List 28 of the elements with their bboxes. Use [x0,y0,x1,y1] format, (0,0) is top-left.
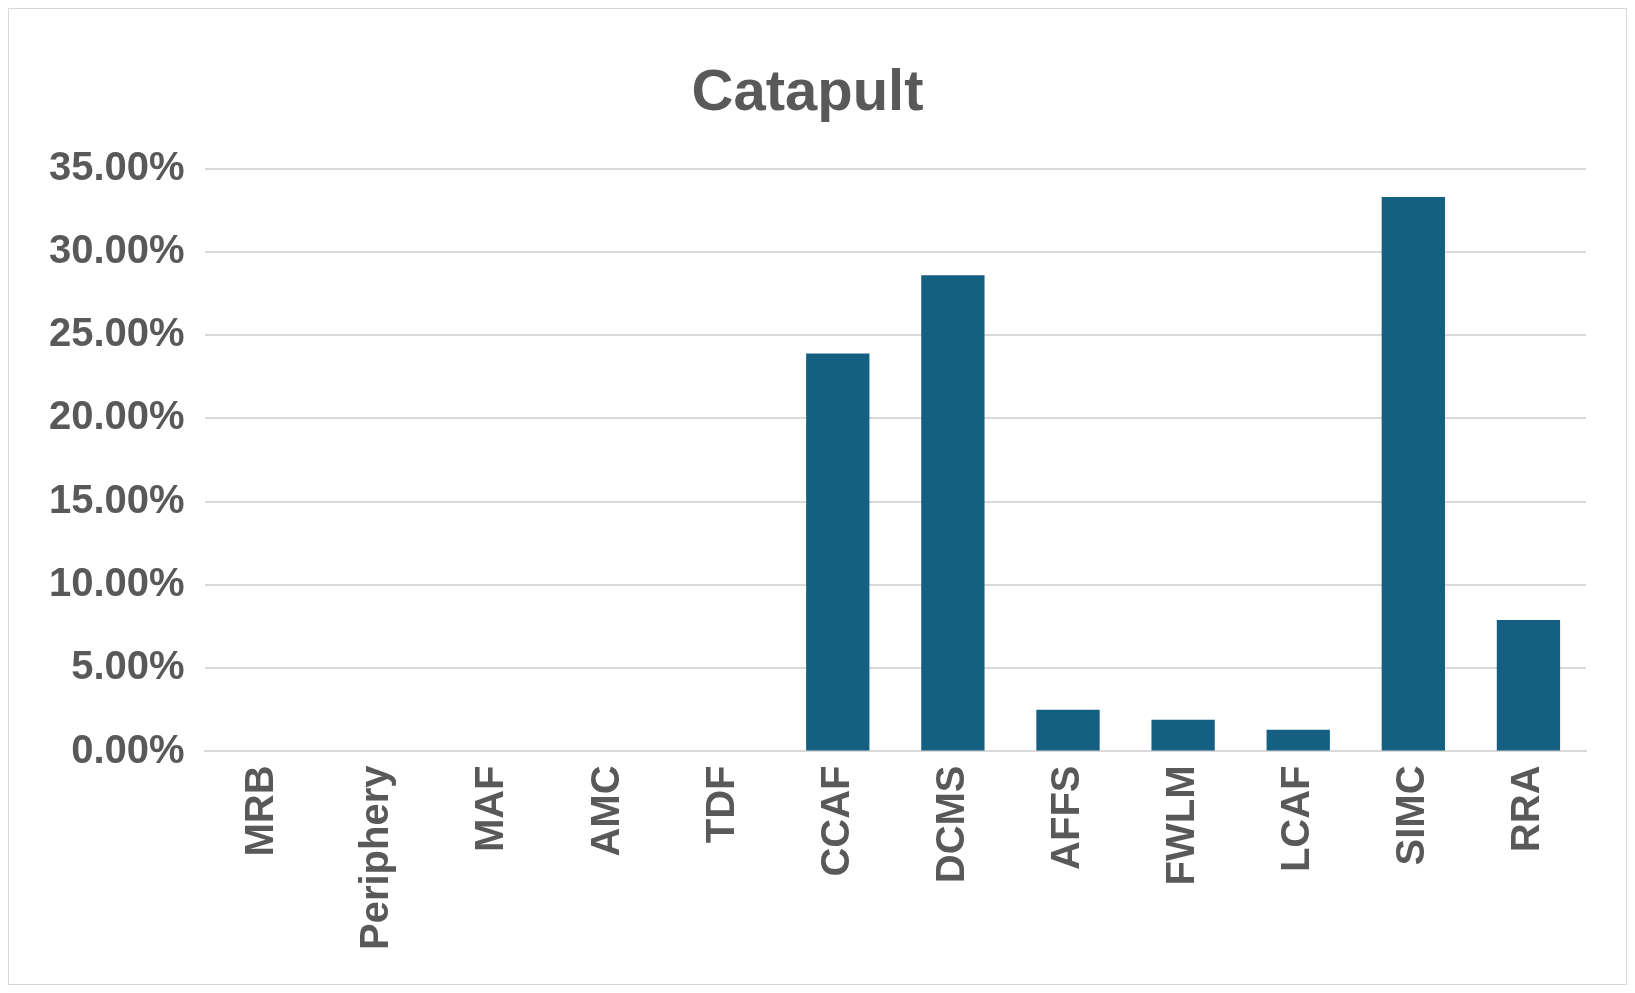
x-tick-label: RRA [1503,765,1548,853]
y-tick-label: 30.00% [48,226,185,271]
chart-title: Catapult [691,56,924,122]
y-tick-label: 25.00% [48,310,185,355]
bar [1036,709,1100,751]
y-tick-label: 0.00% [71,726,185,771]
x-tick-label: AFFS [1043,765,1088,870]
x-tick-label: MAF [467,765,512,853]
y-tick-label: 5.00% [71,643,185,688]
bar [1381,196,1445,751]
x-tick-label: AMC [582,765,627,857]
bar [806,353,870,751]
bar [1266,729,1330,751]
bar [1151,719,1215,751]
x-tick-label: LCAF [1273,765,1318,873]
x-tick-label: FWLM [1158,765,1203,886]
bar [1496,619,1561,751]
y-tick-label: 15.00% [48,476,185,521]
x-tick-label: SIMC [1388,765,1433,866]
y-tick-label: 35.00% [48,143,185,188]
x-tick-label: TDF [697,765,742,844]
x-tick-label: DCMS [927,765,972,884]
x-tick-label: CCAF [812,765,857,877]
y-tick-label: 20.00% [48,393,185,438]
x-tick-label: MRB [237,765,282,857]
x-tick-label: Periphery [352,764,397,950]
y-tick-label: 10.00% [48,559,185,604]
bar [921,275,985,751]
